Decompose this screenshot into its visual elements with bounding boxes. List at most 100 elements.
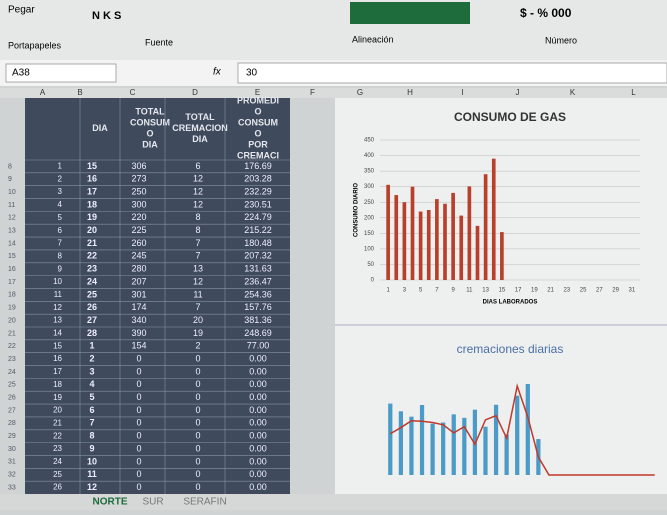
x-tick-label: 23 <box>564 288 571 294</box>
table-cell: 232.29 <box>244 186 272 196</box>
y-tick-label: 300 <box>364 184 375 190</box>
table-cell: 0 <box>136 366 141 376</box>
table-cell: 2 <box>89 353 94 363</box>
sheet-tab[interactable]: SERAFIN <box>183 497 226 508</box>
bar <box>492 159 496 280</box>
row-index: 2 <box>58 174 63 183</box>
bar <box>484 174 488 280</box>
paste-button[interactable]: Pegar <box>8 5 35 16</box>
formula-input[interactable] <box>238 63 667 83</box>
column-letter: L <box>631 88 636 97</box>
bar <box>459 216 463 280</box>
table-cell: 77.00 <box>247 341 270 351</box>
sheet-tab[interactable]: NORTE <box>93 497 128 508</box>
table-cell: 0 <box>195 353 200 363</box>
row-index: 5 <box>58 213 63 222</box>
table-cell: 12 <box>193 276 203 286</box>
table-cell: 20 <box>193 315 203 325</box>
table-cell: 0 <box>136 482 141 492</box>
table-cell: 0 <box>136 405 141 415</box>
table-cell: 215.22 <box>244 225 272 235</box>
table-cell: 8 <box>195 212 200 222</box>
x-tick-label: 29 <box>612 288 619 294</box>
table-cell: 0 <box>136 469 141 479</box>
bar <box>420 405 424 475</box>
bar <box>403 202 407 280</box>
column-header-bar <box>0 88 667 98</box>
table-cell: 6 <box>89 405 94 415</box>
row-number: 14 <box>8 240 16 247</box>
bar <box>500 232 504 280</box>
row-number: 28 <box>8 420 16 427</box>
table-cell: 176.69 <box>244 161 272 171</box>
row-number: 12 <box>8 215 16 222</box>
table-cell: 301 <box>131 289 146 299</box>
table-cell: 0 <box>195 469 200 479</box>
page: Pegar N K S $ - % 000 Portapapeles Fuent… <box>0 0 667 510</box>
table-cell: 7 <box>195 302 200 312</box>
table-cell: 7 <box>195 251 200 261</box>
y-tick-label: 400 <box>364 153 375 159</box>
fx-icon[interactable]: fx <box>213 67 222 78</box>
table-cell: 0 <box>195 366 200 376</box>
table-cell: 20 <box>87 225 97 235</box>
table-cell: 7 <box>89 418 94 428</box>
bar <box>409 417 413 475</box>
row-index: 25 <box>53 470 62 479</box>
row-index: 23 <box>53 444 62 453</box>
column-letter: G <box>357 88 363 97</box>
alignment-group: Alineación <box>352 34 394 44</box>
row-number: 8 <box>8 163 12 170</box>
row-index: 15 <box>53 341 62 350</box>
table-cell: 0 <box>195 482 200 492</box>
row-number: 32 <box>8 472 16 479</box>
row-index: 17 <box>53 367 62 376</box>
table-cell: 0 <box>195 392 200 402</box>
table-cell: 10 <box>87 456 97 466</box>
table-cell: 0.00 <box>249 431 267 441</box>
row-number: 18 <box>8 292 16 299</box>
column-letter: I <box>461 88 463 97</box>
bar <box>427 210 431 280</box>
table-cell: 8 <box>195 225 200 235</box>
bar <box>452 414 456 475</box>
bar <box>430 424 434 475</box>
bar <box>411 187 415 280</box>
table-cell: 3 <box>89 366 94 376</box>
row-number: 9 <box>8 176 12 183</box>
row-index: 10 <box>53 277 62 286</box>
row-number: 13 <box>8 227 16 234</box>
row-index: 8 <box>58 251 63 260</box>
row-index: 11 <box>54 290 63 299</box>
table-cell: 207 <box>131 276 146 286</box>
column-letter: A <box>40 88 46 97</box>
table-cell: 254.36 <box>244 289 272 299</box>
row-index: 24 <box>53 457 62 466</box>
row-number: 11 <box>8 202 15 209</box>
row-index: 4 <box>58 200 63 209</box>
x-tick-label: 19 <box>531 288 538 294</box>
table-cell: 0.00 <box>249 469 267 479</box>
chart-title: CONSUMO DE GAS <box>454 110 566 124</box>
table-cell: 5 <box>89 392 94 402</box>
table-cell: 12 <box>87 482 97 492</box>
table-cell: 225 <box>131 225 146 235</box>
chart-area <box>335 98 667 494</box>
font-group: Fuente <box>145 37 173 47</box>
table-cell: 8 <box>89 431 94 441</box>
number-format[interactable]: $ - % 000 <box>520 6 572 20</box>
row-number: 21 <box>8 330 16 337</box>
table-cell: 11 <box>193 289 202 299</box>
sheet-tab[interactable]: SUR <box>142 497 163 508</box>
row-number: 33 <box>8 484 16 491</box>
table-cell: 0.00 <box>249 443 267 453</box>
bar <box>526 384 530 475</box>
row-number: 17 <box>8 279 16 286</box>
bar <box>515 396 519 475</box>
bar <box>435 199 439 280</box>
bar <box>394 195 398 280</box>
table-cell: 224.79 <box>244 212 272 222</box>
bar <box>399 411 403 475</box>
table-cell: 27 <box>87 315 97 325</box>
font-buttons[interactable]: N K S <box>92 10 121 22</box>
